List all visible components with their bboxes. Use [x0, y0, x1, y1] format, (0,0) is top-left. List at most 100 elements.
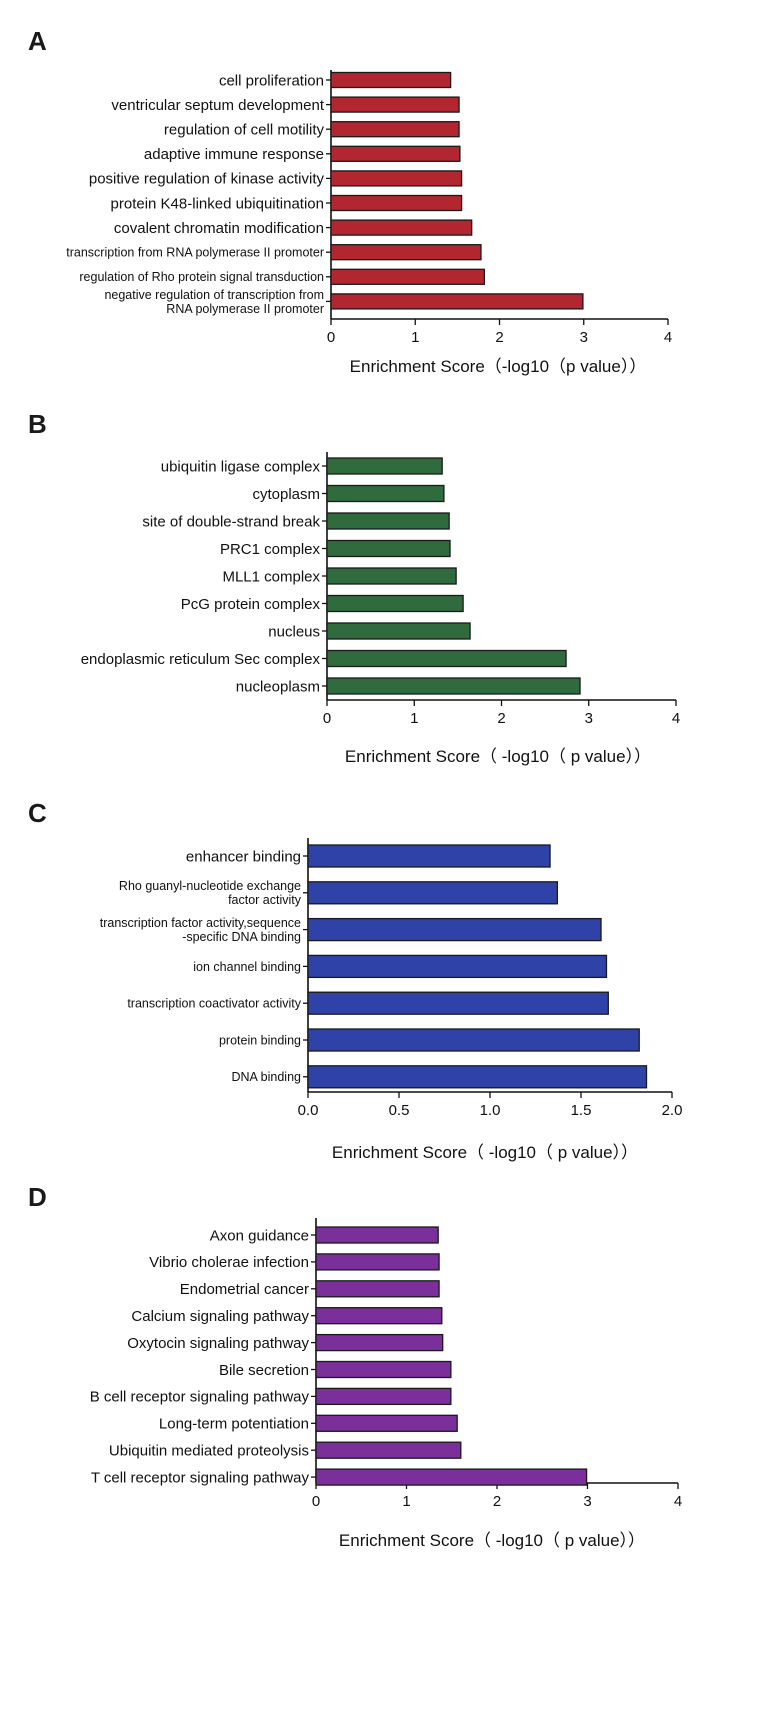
category-label: endoplasmic reticulum Sec complex [81, 651, 321, 668]
bar [315, 1226, 439, 1244]
x-tick-label: 2.0 [662, 1102, 683, 1119]
category-label: protein binding [219, 1033, 301, 1047]
panel-letter: D [28, 1182, 47, 1212]
category-label: site of double-strand break [142, 513, 320, 530]
panel-d: D 0 1 2 3 4 Axon guidance Vibrio cholerae infec… [28, 1182, 682, 1550]
x-tick-label: 1 [410, 710, 418, 727]
bar [307, 991, 609, 1015]
category-label: transcription from RNA polymerase II pro… [66, 246, 324, 260]
x-axis-title: Enrichment Score（ -log10（ p value）） [339, 1531, 645, 1550]
bar [326, 539, 451, 558]
category-label: regulation of Rho protein signal transdu… [79, 270, 324, 284]
bar [307, 881, 558, 905]
x-tick-label: 1 [402, 1493, 410, 1510]
bar [307, 844, 551, 868]
category-label: Long-term potentiation [159, 1416, 309, 1433]
category-label: PcG protein complex [181, 596, 321, 613]
category-label: nucleoplasm [236, 678, 320, 695]
x-tick-label: 2 [497, 710, 505, 727]
bar [315, 1414, 458, 1432]
bar [315, 1441, 462, 1459]
category-label: cell proliferation [219, 72, 324, 89]
bar [326, 649, 567, 668]
category-label: Endometrial cancer [180, 1281, 309, 1298]
category-label: PRC1 complex [220, 541, 321, 558]
x-tick-label: 4 [664, 329, 672, 346]
bar [315, 1468, 588, 1486]
x-axis-title: Enrichment Score（ -log10（ p value）） [332, 1143, 638, 1162]
category-label: DNA binding [232, 1070, 302, 1084]
category-label: Rho guanyl-nucleotide exchange factor act… [119, 879, 302, 907]
category-label: regulation of cell motility [164, 121, 325, 138]
category-label: ventricular septum development [111, 97, 324, 114]
bar [330, 244, 482, 261]
bar [326, 677, 581, 695]
bar [307, 954, 608, 979]
bar [315, 1253, 440, 1271]
category-label: Ubiquitin mediated proteolysis [109, 1442, 309, 1459]
bar [326, 484, 445, 503]
category-label: adaptive immune response [144, 146, 324, 163]
bar [326, 457, 443, 475]
category-label: cytoplasm [252, 486, 320, 503]
x-tick-label: 1.0 [480, 1102, 501, 1119]
category-label: negative regulation of transcription fro… [104, 288, 324, 316]
bar [315, 1387, 452, 1406]
bar [307, 1028, 640, 1052]
x-axis-title: Enrichment Score（-log10（p value）） [350, 357, 647, 376]
x-tick-label: 0.0 [298, 1102, 319, 1119]
category-label: ion channel binding [193, 960, 301, 974]
x-tick-label: 3 [585, 710, 593, 727]
category-label: protein K48-linked ubiquitination [111, 195, 324, 212]
panel-letter: B [28, 409, 47, 439]
bar [330, 71, 452, 89]
x-tick-label: 4 [672, 710, 680, 727]
category-label: ubiquitin ligase complex [161, 458, 321, 475]
panel-letter: C [28, 798, 47, 828]
panel-a: A 0 1 2 3 4 cell proliferation ventricular sept… [28, 26, 672, 376]
x-tick-label: 3 [580, 329, 588, 346]
x-tick-label: 2 [495, 329, 503, 346]
x-tick-label: 3 [583, 1493, 591, 1510]
panel-b: B 0 1 2 3 4 ubiquitin ligase complex cytoplasm s… [28, 409, 680, 766]
bar [330, 145, 461, 162]
category-label: B cell receptor signaling pathway [90, 1389, 310, 1406]
category-label: transcription factor activity,sequence -s… [100, 916, 301, 944]
bar [330, 268, 485, 285]
x-tick-label: 1 [411, 329, 419, 346]
bar [326, 594, 464, 613]
category-label: MLL1 complex [222, 568, 320, 585]
x-tick-label: 0.5 [389, 1102, 410, 1119]
category-label: Axon guidance [210, 1227, 309, 1244]
panel-letter: A [28, 26, 47, 56]
bar [330, 194, 463, 212]
x-axis-title: Enrichment Score（ -log10（ p value）） [345, 747, 651, 766]
category-label: positive regulation of kinase activity [89, 171, 325, 188]
category-label: Oxytocin signaling pathway [127, 1335, 309, 1352]
x-tick-label: 1.5 [571, 1102, 592, 1119]
bar [330, 96, 460, 113]
panel-c: C 0.0 0.5 1.0 1.5 2.0 enhancer binding Rho guan… [28, 798, 682, 1162]
category-label: enhancer binding [186, 848, 301, 865]
x-tick-label: 2 [493, 1493, 501, 1510]
bar [315, 1307, 443, 1325]
bar [315, 1333, 444, 1352]
bar [315, 1360, 452, 1379]
bar [330, 293, 584, 310]
category-label: transcription coactivator activity [127, 997, 301, 1011]
bar [326, 512, 450, 530]
bar [326, 567, 457, 585]
bar [330, 121, 460, 138]
category-label: Vibrio cholerae infection [149, 1254, 309, 1271]
bar [330, 219, 473, 236]
x-tick-label: 0 [323, 710, 331, 727]
bar [315, 1280, 440, 1298]
x-tick-label: 4 [674, 1493, 682, 1510]
category-label: Calcium signaling pathway [131, 1308, 309, 1325]
bar [326, 622, 471, 640]
x-tick-label: 0 [312, 1493, 320, 1510]
category-label: T cell receptor signaling pathway [91, 1469, 310, 1486]
category-label: covalent chromatin modification [114, 220, 324, 237]
x-tick-label: 0 [327, 329, 335, 346]
